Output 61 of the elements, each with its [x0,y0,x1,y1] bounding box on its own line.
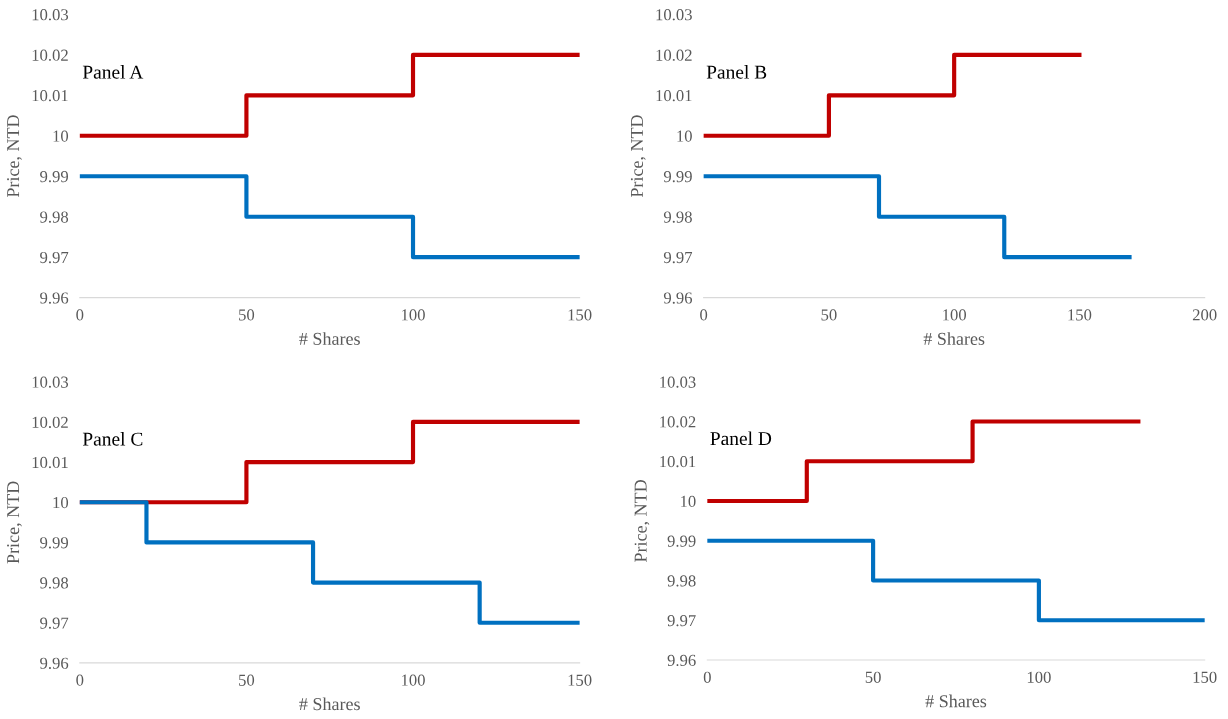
x-tick-label: 50 [239,674,255,686]
y-tick-label: 10.02 [656,49,692,61]
x-tick-label: 150 [1068,309,1092,321]
y-tick-label: 9.98 [663,211,692,223]
x-tick-label: 0 [703,671,711,683]
y-tick-label: 10 [677,130,692,142]
y-tick-label: 9.99 [663,171,692,183]
y-tick-label: 10.02 [32,49,68,61]
y-tick-label: 10.01 [32,456,68,469]
y-axis-title: Price, NTD [7,115,22,198]
x-tick-label: 50 [865,671,881,683]
y-tick-label: 10.01 [656,90,692,102]
y-tick-label: 9.98 [40,577,69,589]
x-tick-label: 100 [401,674,425,686]
x-tick-label: 50 [239,309,255,321]
annotation: Panel B [706,65,767,79]
x-tick-label: 150 [568,674,592,686]
y-tick-label: 9.96 [667,654,696,667]
y-tick-label: 10.03 [656,9,692,21]
x-tick-label: 0 [76,674,84,686]
y-tick-label: 9.99 [40,171,69,183]
y-tick-label: 10 [53,496,69,509]
y-tick-label: 9.97 [663,251,693,264]
y-axis-title: Price, NTD [634,480,650,563]
y-tick-label: 10 [53,130,69,142]
y-tick-label: 9.97 [667,615,696,627]
y-tick-label: 10.01 [660,455,696,468]
annotation: Panel D [710,431,772,446]
y-tick-label: 10.03 [32,376,69,388]
x-tick-label: 100 [943,309,967,321]
x-tick-label: 0 [76,309,84,321]
x-axis-title: # Shares [923,332,985,345]
x-axis-title: # Shares [299,697,360,711]
x-tick-label: 50 [821,309,837,321]
y-tick-label: 10 [681,495,696,507]
y-tick-label: 9.98 [40,211,69,223]
y-axis-title: Price, NTD [7,481,22,564]
x-tick-label: 100 [1027,671,1051,683]
x-tick-label: 200 [1192,309,1217,321]
y-tick-label: 10.02 [32,416,68,428]
y-axis-title: Price, NTD [630,115,646,198]
y-tick-label: 10.02 [660,416,696,428]
y-tick-label: 9.98 [667,575,696,587]
x-axis-title: # Shares [925,694,987,708]
y-tick-label: 9.97 [40,617,69,629]
y-tick-label: 9.99 [667,535,696,547]
y-tick-label: 10.03 [32,9,69,21]
x-tick-label: 0 [700,309,708,321]
x-tick-label: 150 [1193,671,1217,683]
annotation: Panel A [82,65,144,79]
y-tick-label: 10.03 [660,376,696,388]
x-axis-title: # Shares [299,332,360,345]
x-tick-label: 100 [401,309,425,321]
x-tick-label: 150 [568,309,592,321]
y-tick-label: 9.96 [40,292,69,304]
y-tick-label: 9.96 [40,657,69,669]
annotation: Panel C [82,432,143,446]
y-tick-label: 9.97 [40,251,69,264]
y-tick-label: 10.01 [32,90,68,102]
y-tick-label: 9.99 [40,537,69,549]
y-tick-label: 9.96 [663,292,693,304]
